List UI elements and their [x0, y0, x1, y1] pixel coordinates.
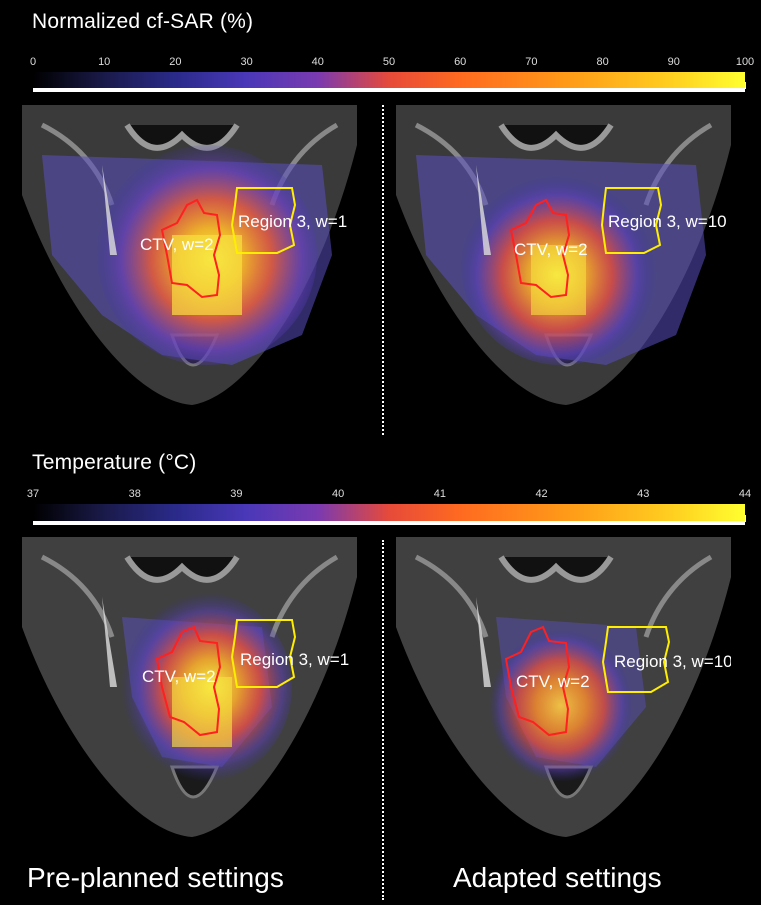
temp-preplanned-image: CTV, w=2 Region 3, w=1	[22, 537, 357, 842]
temp-tick-label: 40	[332, 488, 345, 500]
region3-label: Region 3, w=1	[240, 650, 349, 669]
temp-tick-label: 44	[738, 488, 752, 500]
temp-colorbar	[33, 504, 745, 521]
temp-tick-label: 38	[128, 488, 141, 500]
temp-colorbar-baseline	[33, 521, 745, 525]
sar-tick-label: 70	[525, 56, 538, 68]
temp-tick-label: 43	[637, 488, 650, 500]
sar-tick-label: 60	[454, 56, 467, 68]
caption-adapted: Adapted settings	[453, 862, 662, 893]
ctv-label: CTV, w=2	[516, 672, 590, 691]
sar-tick-label: 100	[735, 56, 755, 68]
temp-tick-label: 39	[230, 488, 243, 500]
column-divider-top	[382, 105, 384, 435]
caption-preplanned: Pre-planned settings	[27, 862, 284, 893]
sar-tick-label: 0	[29, 56, 37, 68]
sar-preplanned-image: CTV, w=2 Region 3, w=1	[22, 105, 357, 410]
ctv-label: CTV, w=2	[140, 235, 214, 254]
sar-tick-label: 30	[240, 56, 253, 68]
temp-tick-label: 41	[433, 488, 446, 500]
region3-label: Region 3, w=10	[608, 212, 727, 231]
temp-tick-mark	[745, 515, 746, 522]
sar-tick-mark	[745, 82, 746, 89]
sar-tick-label: 50	[382, 56, 396, 68]
sar-tick-label: 80	[596, 56, 609, 68]
ctv-label: CTV, w=2	[514, 240, 588, 259]
temp-tick-label: 37	[26, 488, 40, 500]
column-divider-bottom	[382, 540, 384, 900]
ctv-label: CTV, w=2	[142, 667, 216, 686]
temp-tick-label: 42	[535, 488, 548, 500]
region3-label: Region 3, w=10	[614, 652, 731, 671]
temp-colorbar-title: Temperature (°C)	[32, 451, 197, 474]
sar-colorbar-baseline	[33, 88, 745, 92]
sar-tick-label: 40	[311, 56, 324, 68]
sar-colorbar-title: Normalized cf-SAR (%)	[32, 10, 254, 33]
sar-colorbar	[33, 72, 745, 89]
temp-adapted-image: CTV, w=2 Region 3, w=10	[396, 537, 733, 842]
sar-tick-label: 20	[169, 56, 182, 68]
region3-label: Region 3, w=1	[238, 212, 347, 231]
sar-adapted-image: CTV, w=2 Region 3, w=10	[396, 105, 731, 410]
sar-tick-label: 10	[98, 56, 111, 68]
sar-tick-label: 90	[667, 56, 680, 68]
